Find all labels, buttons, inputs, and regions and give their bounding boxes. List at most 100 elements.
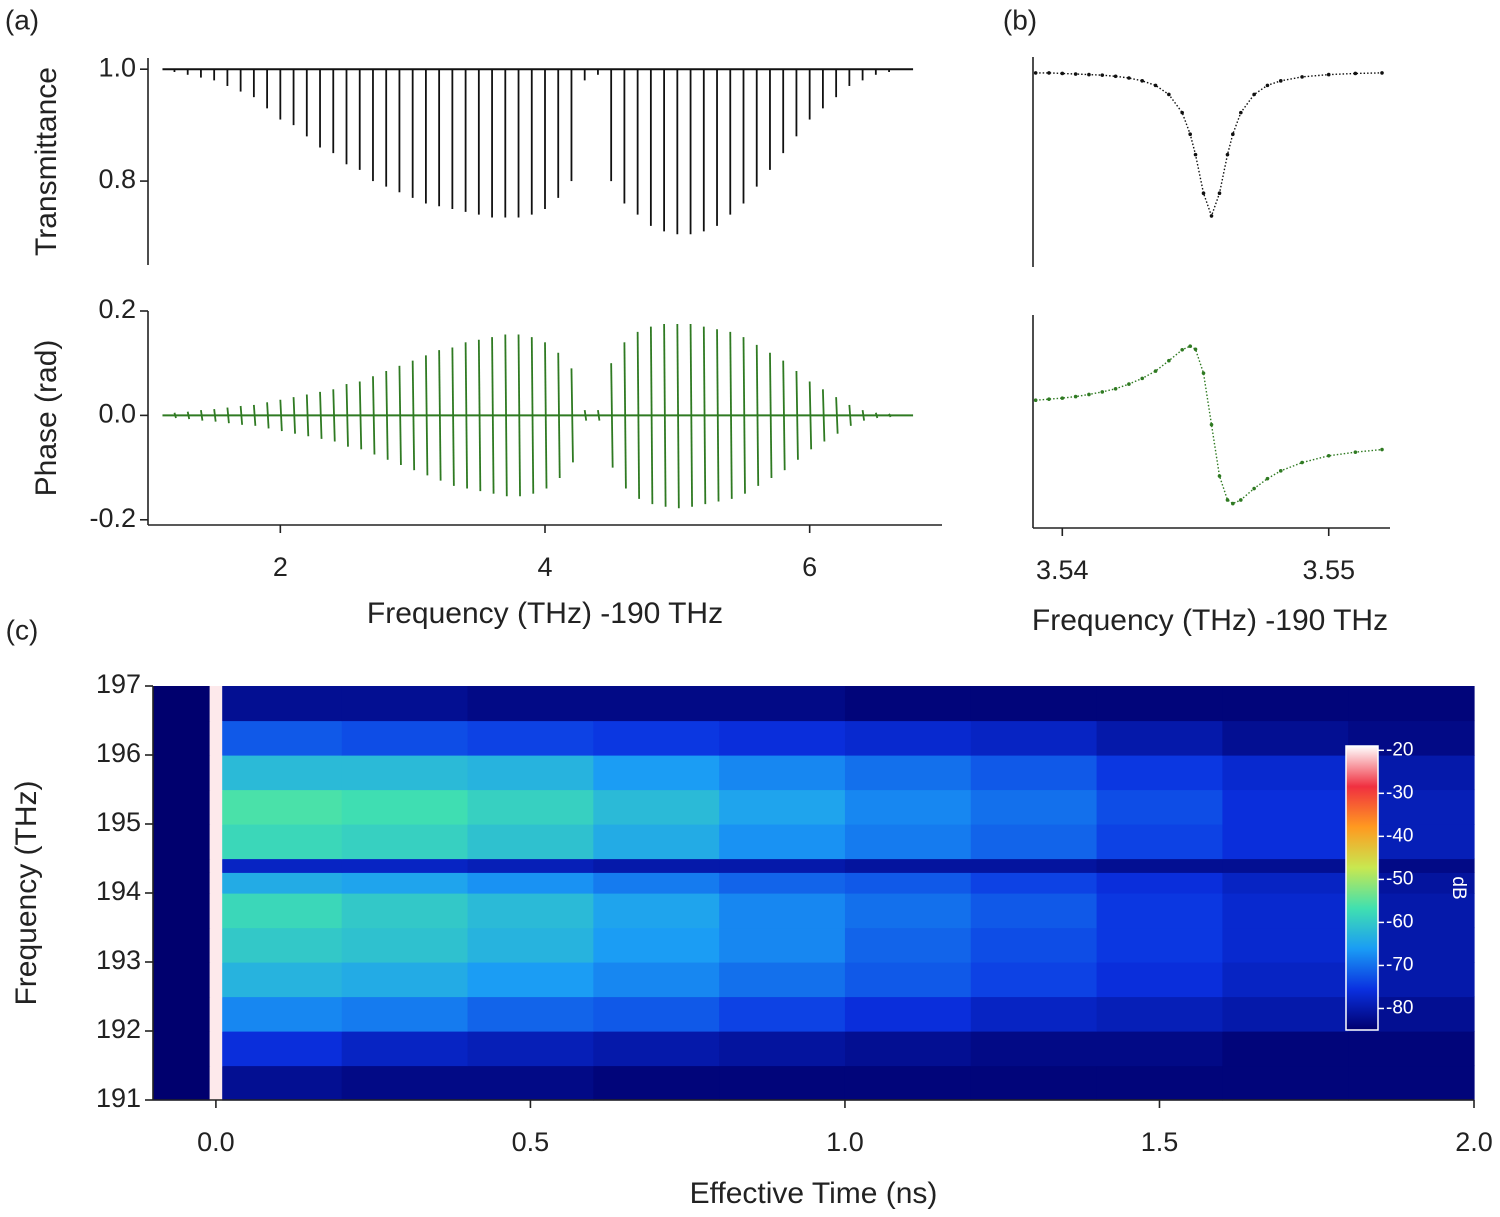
heat-cell	[844, 893, 972, 929]
y-tick-label: 193	[96, 945, 141, 975]
point	[1087, 72, 1091, 77]
heat-cell	[1096, 996, 1223, 1032]
dispersion-line	[888, 413, 892, 418]
heat-cell	[844, 962, 972, 998]
dispersion-line	[226, 407, 230, 424]
dispersion-line	[782, 360, 786, 471]
heat-cell	[209, 996, 223, 1032]
x-tick-label: 1.0	[826, 1127, 864, 1157]
heat-cell	[341, 927, 469, 963]
heat-cell	[209, 824, 223, 860]
point	[1252, 92, 1256, 97]
heat-cell	[1222, 996, 1349, 1032]
heat-cell	[341, 1031, 469, 1067]
point	[1326, 453, 1331, 458]
point	[1201, 371, 1206, 375]
x-tick-label: 1.5	[1141, 1127, 1179, 1157]
dispersion-line	[438, 350, 442, 481]
dispersion-line	[874, 412, 879, 419]
heat-cell	[593, 686, 720, 722]
heat-cell	[1096, 858, 1223, 873]
point	[1140, 79, 1145, 83]
dispersion-line	[398, 365, 402, 465]
colorbar-tick-label: -60	[1386, 911, 1413, 932]
point	[1239, 110, 1243, 115]
x-tick-label: 2	[273, 552, 288, 582]
heat-cell	[222, 962, 343, 998]
heat-cell	[467, 720, 594, 756]
point	[1113, 74, 1118, 79]
heat-cell	[467, 927, 594, 963]
heat-cell	[1096, 789, 1223, 825]
dispersion-line	[464, 342, 468, 489]
heat-cell	[970, 720, 1098, 756]
heat-cell	[222, 858, 343, 873]
dispersion-line	[557, 352, 561, 479]
heat-cell	[222, 927, 343, 963]
dispersion-line	[530, 337, 535, 494]
heat-cell	[341, 824, 469, 860]
dispersion-line	[279, 399, 283, 432]
point	[1201, 191, 1206, 196]
heat-cell	[1096, 893, 1223, 929]
point	[1188, 344, 1192, 348]
point	[1060, 71, 1065, 76]
point	[1353, 71, 1358, 76]
heat-cell	[593, 1065, 720, 1101]
dispersion-line	[755, 344, 760, 486]
dispersion-line	[239, 405, 244, 425]
heat-cell	[341, 893, 469, 929]
heat-cell	[209, 872, 223, 894]
point	[1167, 358, 1171, 363]
heat-cell	[719, 872, 846, 894]
heat-cell	[1222, 858, 1349, 873]
y-axis-label: Transmittance	[30, 67, 63, 256]
panel	[162, 324, 914, 509]
dispersion-line	[544, 342, 548, 489]
y-tick-label: 195	[96, 807, 141, 837]
panel	[1033, 344, 1384, 506]
heat-cell	[153, 858, 211, 873]
heat-cell	[1348, 872, 1475, 894]
heat-cell	[593, 872, 720, 894]
heat-cell	[593, 927, 720, 963]
heat-cell	[719, 720, 846, 756]
heat-cell	[341, 720, 469, 756]
dispersion-line	[332, 389, 336, 442]
heat-cell	[1222, 755, 1349, 791]
heat-cell	[593, 1031, 720, 1067]
dispersion-line	[425, 355, 429, 476]
heat-cell	[222, 789, 343, 825]
dispersion-line	[610, 363, 614, 468]
point	[1153, 83, 1158, 88]
point	[1060, 396, 1065, 400]
heat-cell	[222, 1031, 343, 1067]
heat-cell	[970, 824, 1098, 860]
dispersion-line	[689, 324, 693, 507]
heat-cell	[153, 720, 211, 756]
point	[1217, 191, 1222, 196]
colorbar	[1345, 745, 1379, 1031]
dispersion-line	[623, 342, 627, 489]
y-tick-label: 0.2	[98, 294, 136, 324]
dispersion-line	[861, 410, 865, 421]
dispersion-line	[504, 334, 508, 497]
heat-cell	[209, 686, 223, 722]
point	[1209, 422, 1214, 427]
heat-cell	[719, 996, 846, 1032]
heat-cell	[153, 824, 211, 860]
heat-cell	[719, 927, 846, 963]
colorbar-tick-label: -80	[1386, 998, 1413, 1019]
heat-cell	[1096, 1031, 1223, 1067]
colorbar-tick-label: -50	[1386, 868, 1413, 889]
dispersion-line	[385, 371, 389, 460]
trace	[1035, 72, 1383, 219]
heat-cell	[341, 962, 469, 998]
heat-cell	[844, 720, 972, 756]
heat-cell	[1096, 686, 1223, 722]
dispersion-line	[808, 381, 813, 450]
heat-cell	[719, 824, 846, 860]
y-tick-label: 194	[96, 876, 141, 906]
heat-cell	[1222, 789, 1349, 825]
